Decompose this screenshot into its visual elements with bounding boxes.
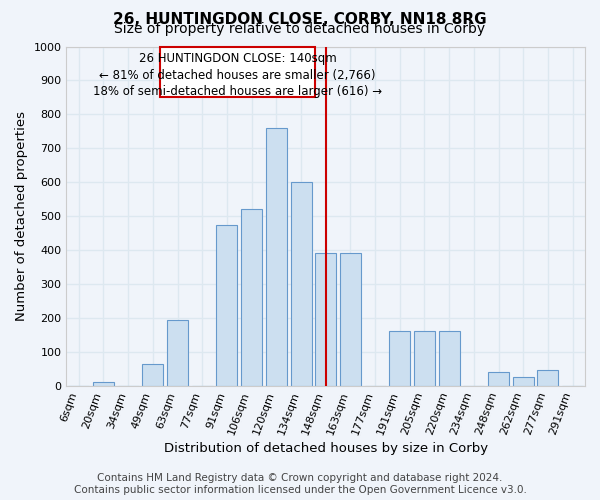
Bar (340, 254, 361, 386)
Text: ← 81% of detached houses are smaller (2,766): ← 81% of detached houses are smaller (2,… (99, 68, 376, 82)
FancyBboxPatch shape (160, 46, 314, 98)
X-axis label: Distribution of detached houses by size in Corby: Distribution of detached houses by size … (164, 442, 488, 455)
Bar (414, 332, 435, 386)
Bar (217, 224, 238, 386)
Bar (538, 370, 559, 386)
Bar (513, 378, 534, 386)
Text: Contains HM Land Registry data © Crown copyright and database right 2024.
Contai: Contains HM Land Registry data © Crown c… (74, 474, 526, 495)
Text: 26 HUNTINGDON CLOSE: 140sqm: 26 HUNTINGDON CLOSE: 140sqm (139, 52, 337, 66)
Bar (167, 320, 188, 386)
Bar (315, 254, 336, 386)
Bar (142, 364, 163, 386)
Text: 18% of semi-detached houses are larger (616) →: 18% of semi-detached houses are larger (… (93, 85, 382, 98)
Bar (439, 332, 460, 386)
Text: Size of property relative to detached houses in Corby: Size of property relative to detached ho… (115, 22, 485, 36)
Bar (93, 382, 114, 386)
Bar (488, 372, 509, 386)
Bar (241, 210, 262, 386)
Text: 26, HUNTINGDON CLOSE, CORBY, NN18 8RG: 26, HUNTINGDON CLOSE, CORBY, NN18 8RG (113, 12, 487, 28)
Bar (290, 182, 311, 386)
Y-axis label: Number of detached properties: Number of detached properties (15, 111, 28, 321)
Bar (266, 128, 287, 386)
Bar (389, 332, 410, 386)
